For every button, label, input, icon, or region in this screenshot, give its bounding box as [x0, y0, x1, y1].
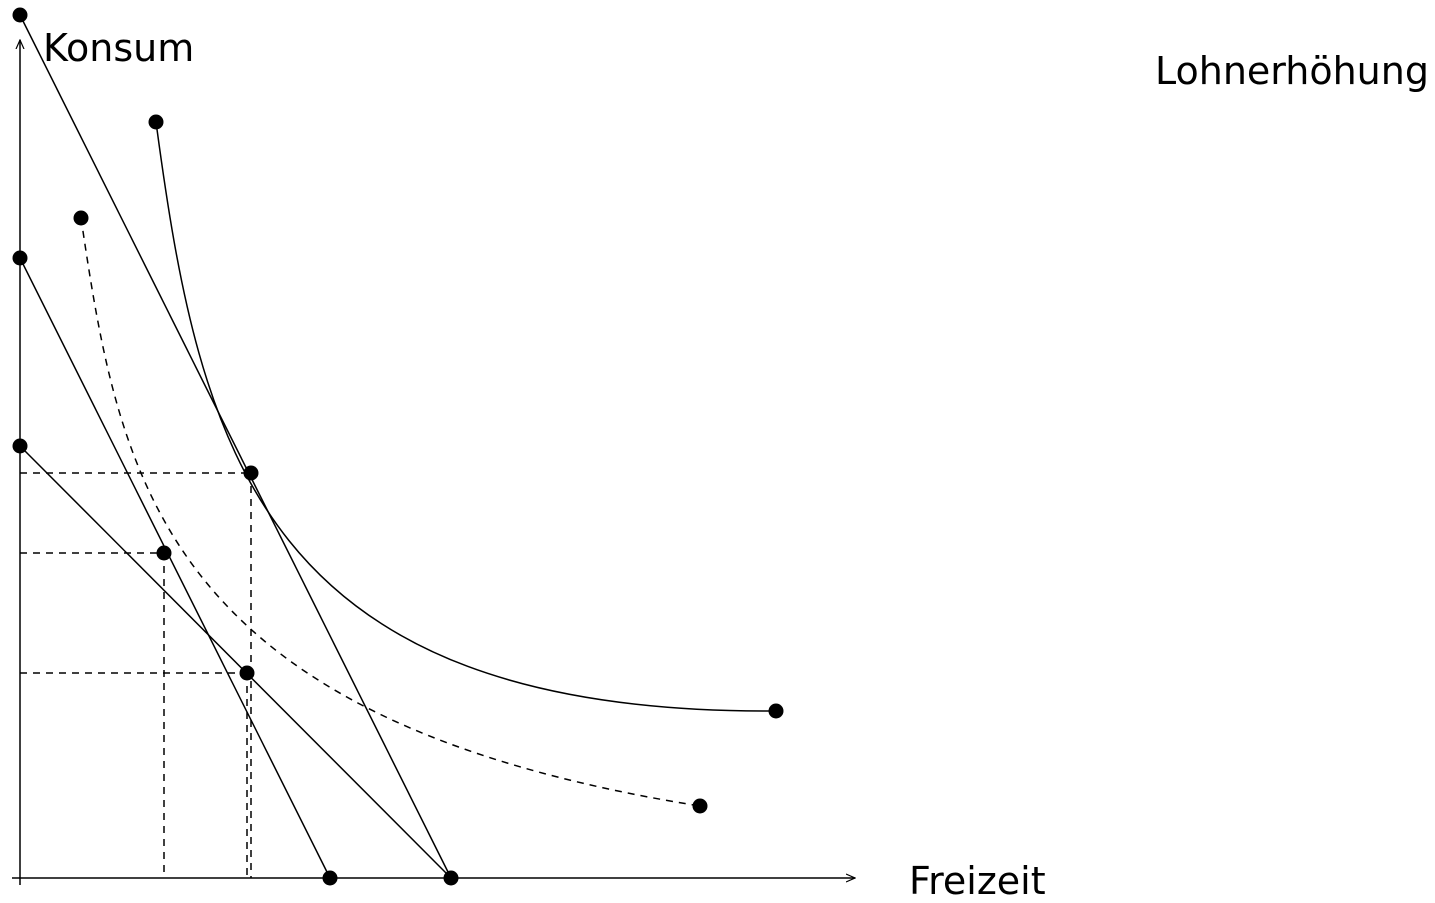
y-axis-label: Konsum [43, 26, 195, 70]
budget-line-compensated [19, 257, 331, 879]
diagram-title: Lohnerhöhung [1155, 49, 1429, 93]
point-budget-compensated-intercept [12, 250, 28, 266]
indifference-curve-new [155, 121, 777, 712]
points [12, 7, 784, 886]
point-x-intercept-compensated [322, 870, 338, 886]
point-curve-new-start [148, 114, 164, 130]
point-curve-new-end [768, 703, 784, 719]
point-budget-new-intercept [12, 7, 28, 23]
point-x-intercept-endowment [443, 870, 459, 886]
indifference-curve-initial [80, 217, 701, 807]
point-budget-initial-intercept [12, 438, 28, 454]
budget-line-initial [19, 445, 452, 879]
point-curve-initial-start [73, 210, 89, 226]
point-upper-optimum [243, 465, 259, 481]
point-initial-optimum [239, 665, 255, 681]
dashed-guides [20, 472, 252, 878]
budget-line-new [19, 14, 452, 879]
point-compensated-optimum [156, 545, 172, 561]
x-axis-label: Freizeit [909, 859, 1046, 903]
point-curve-initial-end [692, 798, 708, 814]
